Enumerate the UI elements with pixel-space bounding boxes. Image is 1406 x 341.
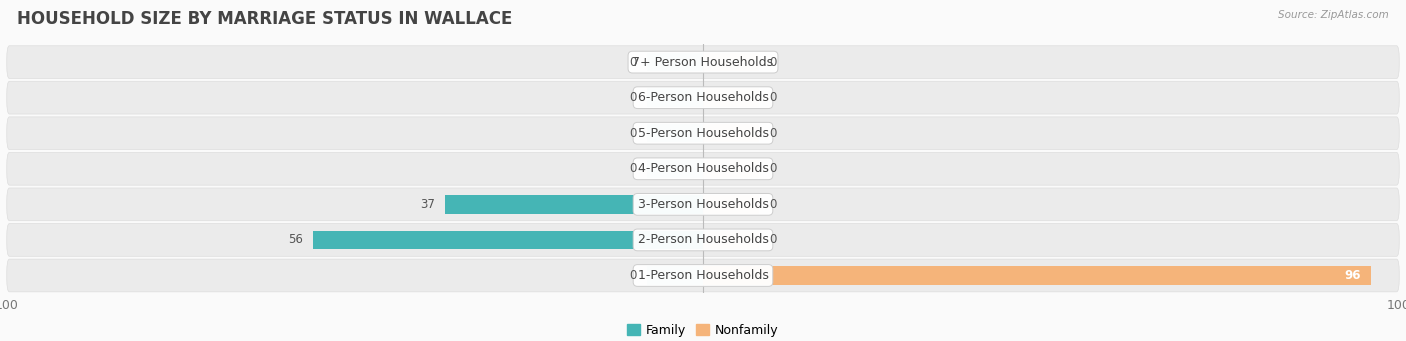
Text: 0: 0 (769, 198, 776, 211)
Bar (647, 53, 703, 71)
FancyBboxPatch shape (7, 117, 1399, 150)
Text: 2-Person Households: 2-Person Households (637, 234, 769, 247)
Bar (446, 195, 703, 213)
FancyBboxPatch shape (7, 152, 1399, 185)
Text: 0: 0 (630, 91, 637, 104)
Text: 0: 0 (769, 56, 776, 69)
Text: HOUSEHOLD SIZE BY MARRIAGE STATUS IN WALLACE: HOUSEHOLD SIZE BY MARRIAGE STATUS IN WAL… (17, 10, 512, 28)
Text: 0: 0 (630, 162, 637, 175)
Text: 0: 0 (630, 269, 637, 282)
Text: 4-Person Households: 4-Person Households (637, 162, 769, 175)
Bar (703, 266, 1371, 285)
Text: 0: 0 (769, 162, 776, 175)
Text: 37: 37 (420, 198, 434, 211)
Text: 5-Person Households: 5-Person Households (637, 127, 769, 140)
FancyBboxPatch shape (7, 259, 1399, 292)
Bar (647, 266, 703, 285)
Text: 0: 0 (769, 91, 776, 104)
Text: 56: 56 (288, 234, 302, 247)
Bar (703, 124, 759, 143)
Bar (703, 88, 759, 107)
Text: 0: 0 (630, 127, 637, 140)
FancyBboxPatch shape (7, 188, 1399, 221)
Bar (647, 160, 703, 178)
Text: 1-Person Households: 1-Person Households (637, 269, 769, 282)
Bar (647, 88, 703, 107)
Text: 96: 96 (1344, 269, 1361, 282)
Text: 3-Person Households: 3-Person Households (637, 198, 769, 211)
Text: 0: 0 (769, 127, 776, 140)
Text: 6-Person Households: 6-Person Households (637, 91, 769, 104)
Text: 7+ Person Households: 7+ Person Households (633, 56, 773, 69)
Text: 0: 0 (769, 234, 776, 247)
Text: Source: ZipAtlas.com: Source: ZipAtlas.com (1278, 10, 1389, 20)
Bar (703, 195, 759, 213)
Bar (647, 124, 703, 143)
Bar (703, 231, 759, 249)
Bar (703, 53, 759, 71)
FancyBboxPatch shape (7, 46, 1399, 78)
FancyBboxPatch shape (7, 224, 1399, 256)
Bar (314, 231, 703, 249)
Text: 0: 0 (630, 56, 637, 69)
Legend: Family, Nonfamily: Family, Nonfamily (623, 319, 783, 341)
Bar (703, 160, 759, 178)
FancyBboxPatch shape (7, 81, 1399, 114)
